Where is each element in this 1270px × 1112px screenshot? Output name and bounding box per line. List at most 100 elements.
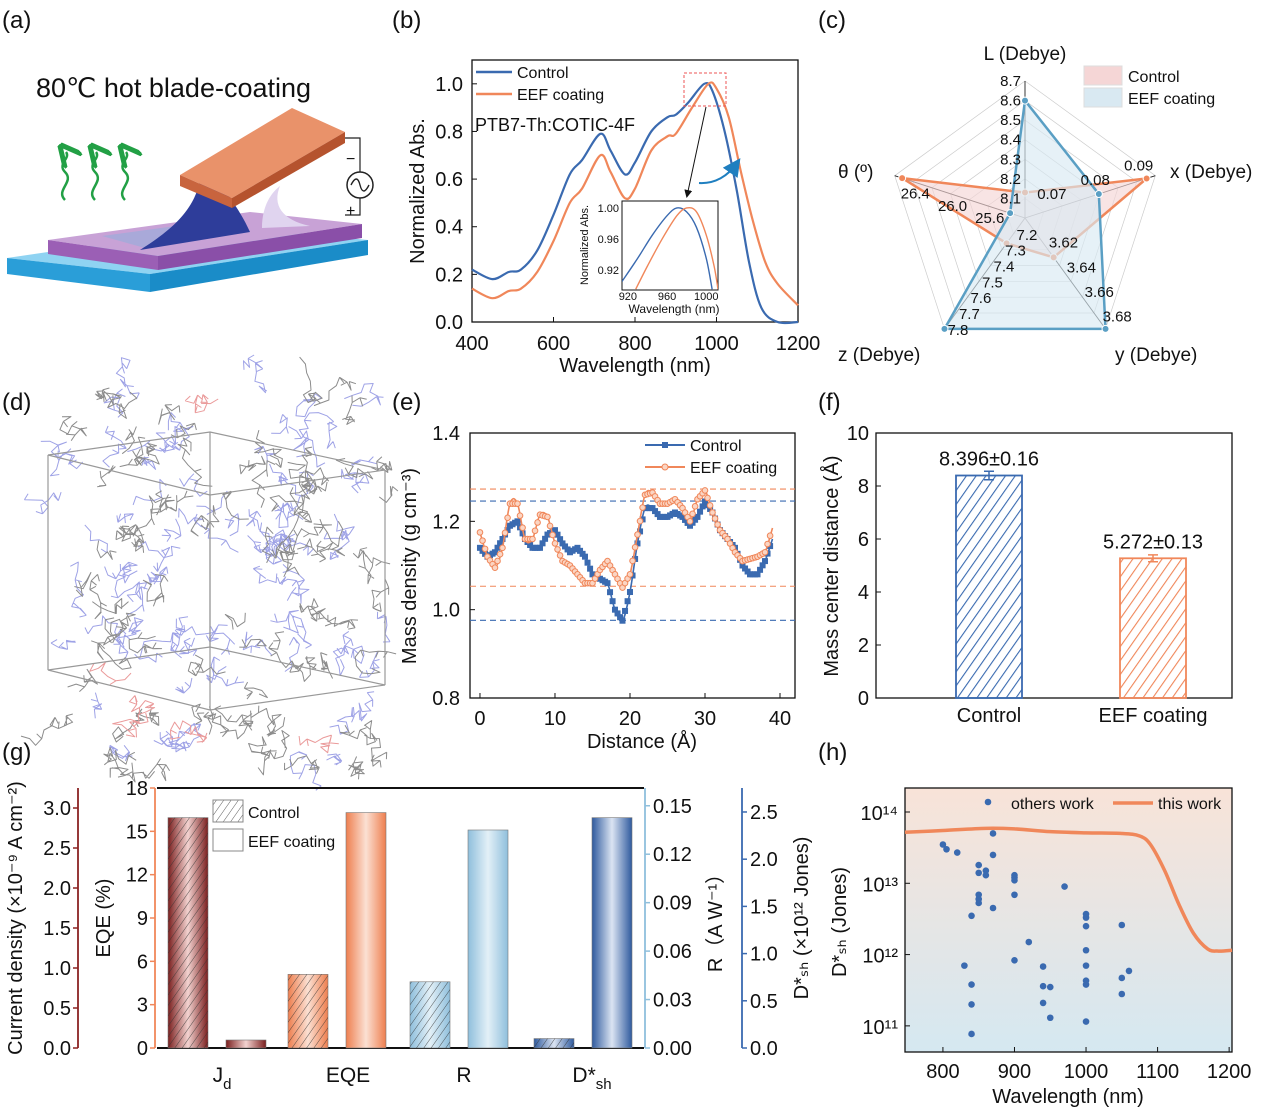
scatter-point bbox=[1011, 891, 1018, 899]
data-marker bbox=[707, 505, 714, 512]
y-tick-label: 0.4 bbox=[435, 217, 463, 239]
radar-point bbox=[1006, 209, 1015, 218]
x-tick-label: 1200 bbox=[776, 333, 821, 355]
scatter-point bbox=[1082, 962, 1090, 969]
data-marker bbox=[544, 513, 551, 521]
panel-label: (b) bbox=[392, 7, 421, 34]
x-tick-label: 400 bbox=[455, 333, 488, 355]
film-front bbox=[48, 240, 158, 270]
scatter-point bbox=[961, 962, 968, 969]
bar-eef bbox=[1119, 557, 1187, 699]
y-axis-label: Mass density (g cm⁻³) bbox=[399, 468, 421, 664]
zoom-region-box bbox=[683, 72, 727, 107]
panel-label: (g) bbox=[2, 739, 31, 766]
scatter-point bbox=[1082, 1018, 1090, 1025]
radar-tick-label: 8.6 bbox=[1000, 93, 1021, 110]
data-marker bbox=[491, 549, 498, 556]
x-category-label: R bbox=[456, 1064, 471, 1087]
data-marker bbox=[546, 522, 554, 530]
radar-point bbox=[1142, 174, 1151, 183]
scatter-point bbox=[1039, 963, 1047, 970]
radar-tick-label: 7.4 bbox=[993, 259, 1014, 276]
y-tick-label: 0 bbox=[858, 688, 869, 710]
y-tick-label: 1.0 bbox=[435, 74, 463, 96]
y-tick-label: 0.03 bbox=[653, 990, 692, 1012]
data-marker bbox=[757, 566, 764, 573]
data-marker bbox=[514, 518, 521, 525]
data-marker bbox=[706, 502, 714, 509]
y-tick-label: 8 bbox=[858, 476, 869, 498]
y-tick-label: 2.5 bbox=[43, 838, 71, 860]
y-tick-label: 12 bbox=[126, 865, 148, 887]
plot-frame bbox=[875, 432, 1233, 699]
legend-label: Control bbox=[1128, 69, 1180, 86]
y-tick-label: 0.12 bbox=[653, 844, 692, 866]
x-tick-label: 1200 bbox=[1207, 1061, 1252, 1083]
data-marker bbox=[551, 540, 559, 547]
y-tick-label: 1.0 bbox=[432, 600, 460, 622]
plot-frame bbox=[904, 787, 1233, 1053]
x-tick-label: 40 bbox=[769, 708, 791, 730]
x-tick-label: 1000 bbox=[694, 333, 739, 355]
illustration-caption: 80℃ hot blade-coating bbox=[36, 73, 311, 103]
data-marker bbox=[701, 498, 708, 505]
legend-label: EEF coating bbox=[248, 834, 335, 851]
data-marker bbox=[619, 617, 626, 624]
data-marker bbox=[694, 513, 701, 520]
data-marker bbox=[699, 503, 706, 510]
bar-hatch bbox=[288, 974, 328, 1048]
bar-hatch bbox=[168, 817, 208, 1048]
inset-line-eef bbox=[635, 206, 718, 290]
radar-series-eef bbox=[942, 97, 1107, 331]
radar-point bbox=[898, 174, 907, 183]
data-marker bbox=[536, 544, 543, 551]
y-tick-label: 0.5 bbox=[43, 998, 71, 1020]
substrate-side bbox=[150, 240, 368, 292]
y-tick-label: 2.0 bbox=[43, 878, 71, 900]
data-marker bbox=[617, 614, 624, 621]
simulation-box-bottom bbox=[47, 646, 386, 711]
data-marker bbox=[481, 545, 489, 553]
wire bbox=[345, 137, 361, 216]
panel-label: (d) bbox=[2, 389, 31, 416]
data-marker bbox=[626, 571, 634, 578]
y-tick-label: 3 bbox=[137, 995, 148, 1017]
y-axis-label: Current density (×10⁻⁹ A cm⁻²) bbox=[5, 781, 27, 1055]
data-marker bbox=[711, 515, 719, 522]
data-marker bbox=[701, 487, 709, 494]
this-work-line bbox=[904, 826, 1233, 953]
legend-swatch bbox=[1083, 65, 1123, 86]
x-tick-label: 1100 bbox=[1136, 1061, 1179, 1083]
y-tick-label: 0.8 bbox=[435, 121, 463, 143]
y-tick-label: 0.06 bbox=[653, 941, 692, 963]
bar-control bbox=[955, 474, 1023, 699]
y-tick-label: 10¹³ bbox=[862, 874, 898, 896]
scatter-point bbox=[1039, 982, 1047, 990]
data-marker bbox=[574, 544, 581, 551]
x-tick-label: 1000 bbox=[1064, 1061, 1109, 1083]
zoom-arrow bbox=[684, 106, 707, 198]
inset-chart: 920 960 1000 0.92 0.96 1.00 Wavelength (nm) Nor… bbox=[579, 200, 719, 316]
radar-tick-label: 26.4 bbox=[901, 186, 930, 203]
radar-tick-label: 0.09 bbox=[1124, 158, 1153, 175]
radar-point bbox=[940, 324, 949, 333]
y-tick-label: 0.15 bbox=[653, 796, 692, 818]
category-main: R bbox=[456, 1064, 471, 1087]
data-marker bbox=[534, 519, 541, 526]
x-category-label: Control bbox=[957, 705, 1021, 727]
data-marker bbox=[516, 512, 524, 519]
dipole-radar-chart: 8.1 8.2 8.3 8.4 8.5 8.6 8.7 0.07 0.08 0.09 3.62 3.6… bbox=[838, 44, 1252, 366]
data-marker bbox=[634, 531, 641, 538]
radar-tick-label: 8.4 bbox=[1000, 132, 1021, 149]
error-bar bbox=[1148, 554, 1158, 563]
data-marker bbox=[556, 552, 564, 559]
data-marker bbox=[697, 508, 704, 515]
legend-label: EEF coating bbox=[1128, 91, 1215, 108]
y-tick-label: 2.0 bbox=[750, 849, 778, 871]
legend-swatch-plain bbox=[212, 828, 244, 852]
data-marker bbox=[504, 514, 511, 522]
y-axis-label: D*ₛₕ (×10¹² Jones) bbox=[791, 837, 813, 1000]
vapor-arrow-icon bbox=[62, 152, 68, 201]
y-axis-label: D*ₛₕ (Jones) bbox=[829, 867, 851, 977]
radar-tick-label: 8.3 bbox=[1000, 151, 1021, 168]
